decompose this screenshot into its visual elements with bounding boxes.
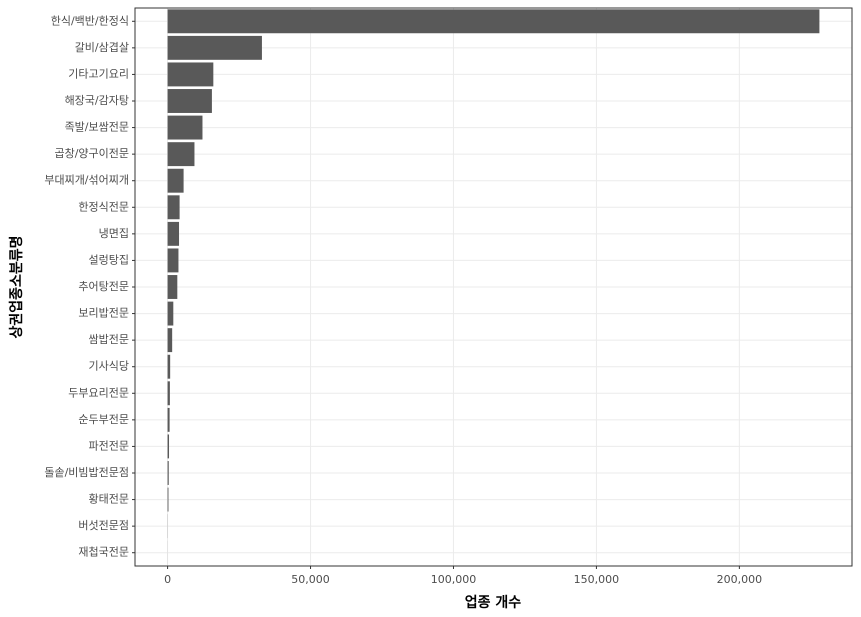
y-tick-label: 재첩국전문 <box>78 546 129 559</box>
x-tick-label: 200,000 <box>717 573 763 586</box>
y-tick-label: 족발/보쌈전문 <box>65 121 129 134</box>
bar <box>167 487 169 512</box>
bar <box>167 328 173 353</box>
y-tick-label: 두부요리전문 <box>68 386 129 399</box>
x-tick-label: 150,000 <box>574 573 620 586</box>
y-tick-label: 추어탕전문 <box>78 280 129 293</box>
y-tick-label: 기타고기요리 <box>68 67 129 80</box>
y-tick-label: 한식/백반/한정식 <box>51 14 129 27</box>
y-tick-label: 해장국/감자탕 <box>65 93 129 107</box>
bar <box>167 434 170 459</box>
bar <box>167 461 169 485</box>
x-axis-title: 업종 개수 <box>465 595 522 611</box>
bar <box>167 407 170 432</box>
x-tick-label: 100,000 <box>431 573 477 586</box>
y-tick-label: 기사식당 <box>89 360 129 373</box>
y-tick-label: 버섯전문점 <box>78 519 129 532</box>
y-tick-label: 돌솥/비빔밥전문점 <box>44 466 129 479</box>
bar <box>167 354 171 379</box>
y-tick-label: 파전전문 <box>89 439 129 452</box>
bar <box>167 248 179 273</box>
x-tick-label: 50,000 <box>291 573 330 586</box>
bar <box>167 221 180 246</box>
bar <box>167 381 170 406</box>
bar <box>167 9 820 34</box>
y-tick-label: 보리밥전문 <box>78 307 129 320</box>
y-tick-label: 황태전문 <box>89 493 129 506</box>
x-tick-label: 0 <box>164 573 171 586</box>
bar <box>167 301 174 326</box>
bar <box>167 115 203 140</box>
bar <box>167 168 184 193</box>
bar <box>167 142 195 167</box>
bar <box>167 62 214 87</box>
y-tick-label: 순두부전문 <box>78 413 129 426</box>
bar <box>167 275 178 299</box>
y-tick-label: 냉면집 <box>99 227 129 240</box>
bar <box>167 195 180 220</box>
bar <box>167 35 262 60</box>
y-tick-label: 설렁탕집 <box>89 253 129 266</box>
y-tick-label: 부대찌개/섞어찌개 <box>44 174 129 187</box>
y-axis-title: 상권업종소분류명 <box>8 235 25 338</box>
y-tick-label: 갈비/삼겹살 <box>75 40 129 54</box>
bar <box>167 89 212 113</box>
y-tick-label: 쌈밥전문 <box>89 333 129 346</box>
y-tick-label: 한정식전문 <box>78 200 129 213</box>
y-tick-label: 곱창/양구이전문 <box>54 147 129 160</box>
panel-border <box>134 7 853 567</box>
